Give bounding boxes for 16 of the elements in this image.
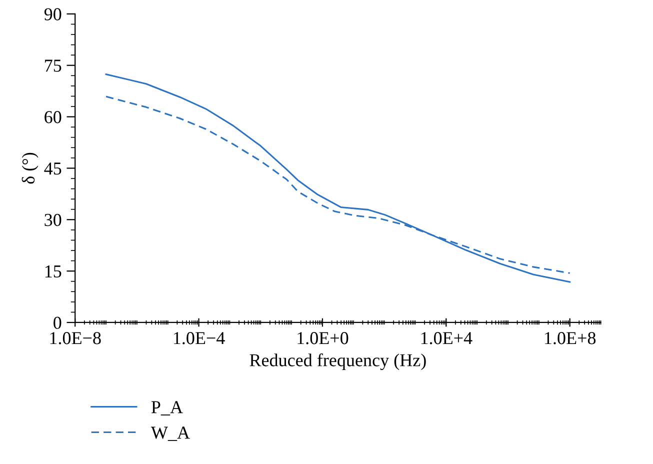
- y-tick-label: 45: [44, 162, 62, 175]
- x-axis-title: Reduced frequency (Hz): [250, 353, 426, 370]
- legend-label: W_A: [150, 426, 190, 441]
- legend-label: P_A: [151, 401, 183, 416]
- y-tick-label: 60: [44, 111, 62, 124]
- x-tick-label: 1.0E+8: [545, 332, 596, 344]
- x-tick-label: 1.0E−8: [50, 332, 101, 344]
- y-tick-label: 75: [45, 60, 62, 72]
- y-tick-label: 0: [54, 316, 62, 329]
- y-tick-label: 30: [44, 214, 62, 226]
- x-tick-label: 1.0E+4: [421, 332, 472, 344]
- y-tick-label: 15: [45, 265, 62, 278]
- x-tick-label: 1.0E+0: [298, 332, 348, 344]
- x-tick-label: 1.0E−4: [174, 332, 225, 344]
- y-axis-title: δ (°): [22, 152, 38, 184]
- y-tick-label: 90: [44, 8, 62, 20]
